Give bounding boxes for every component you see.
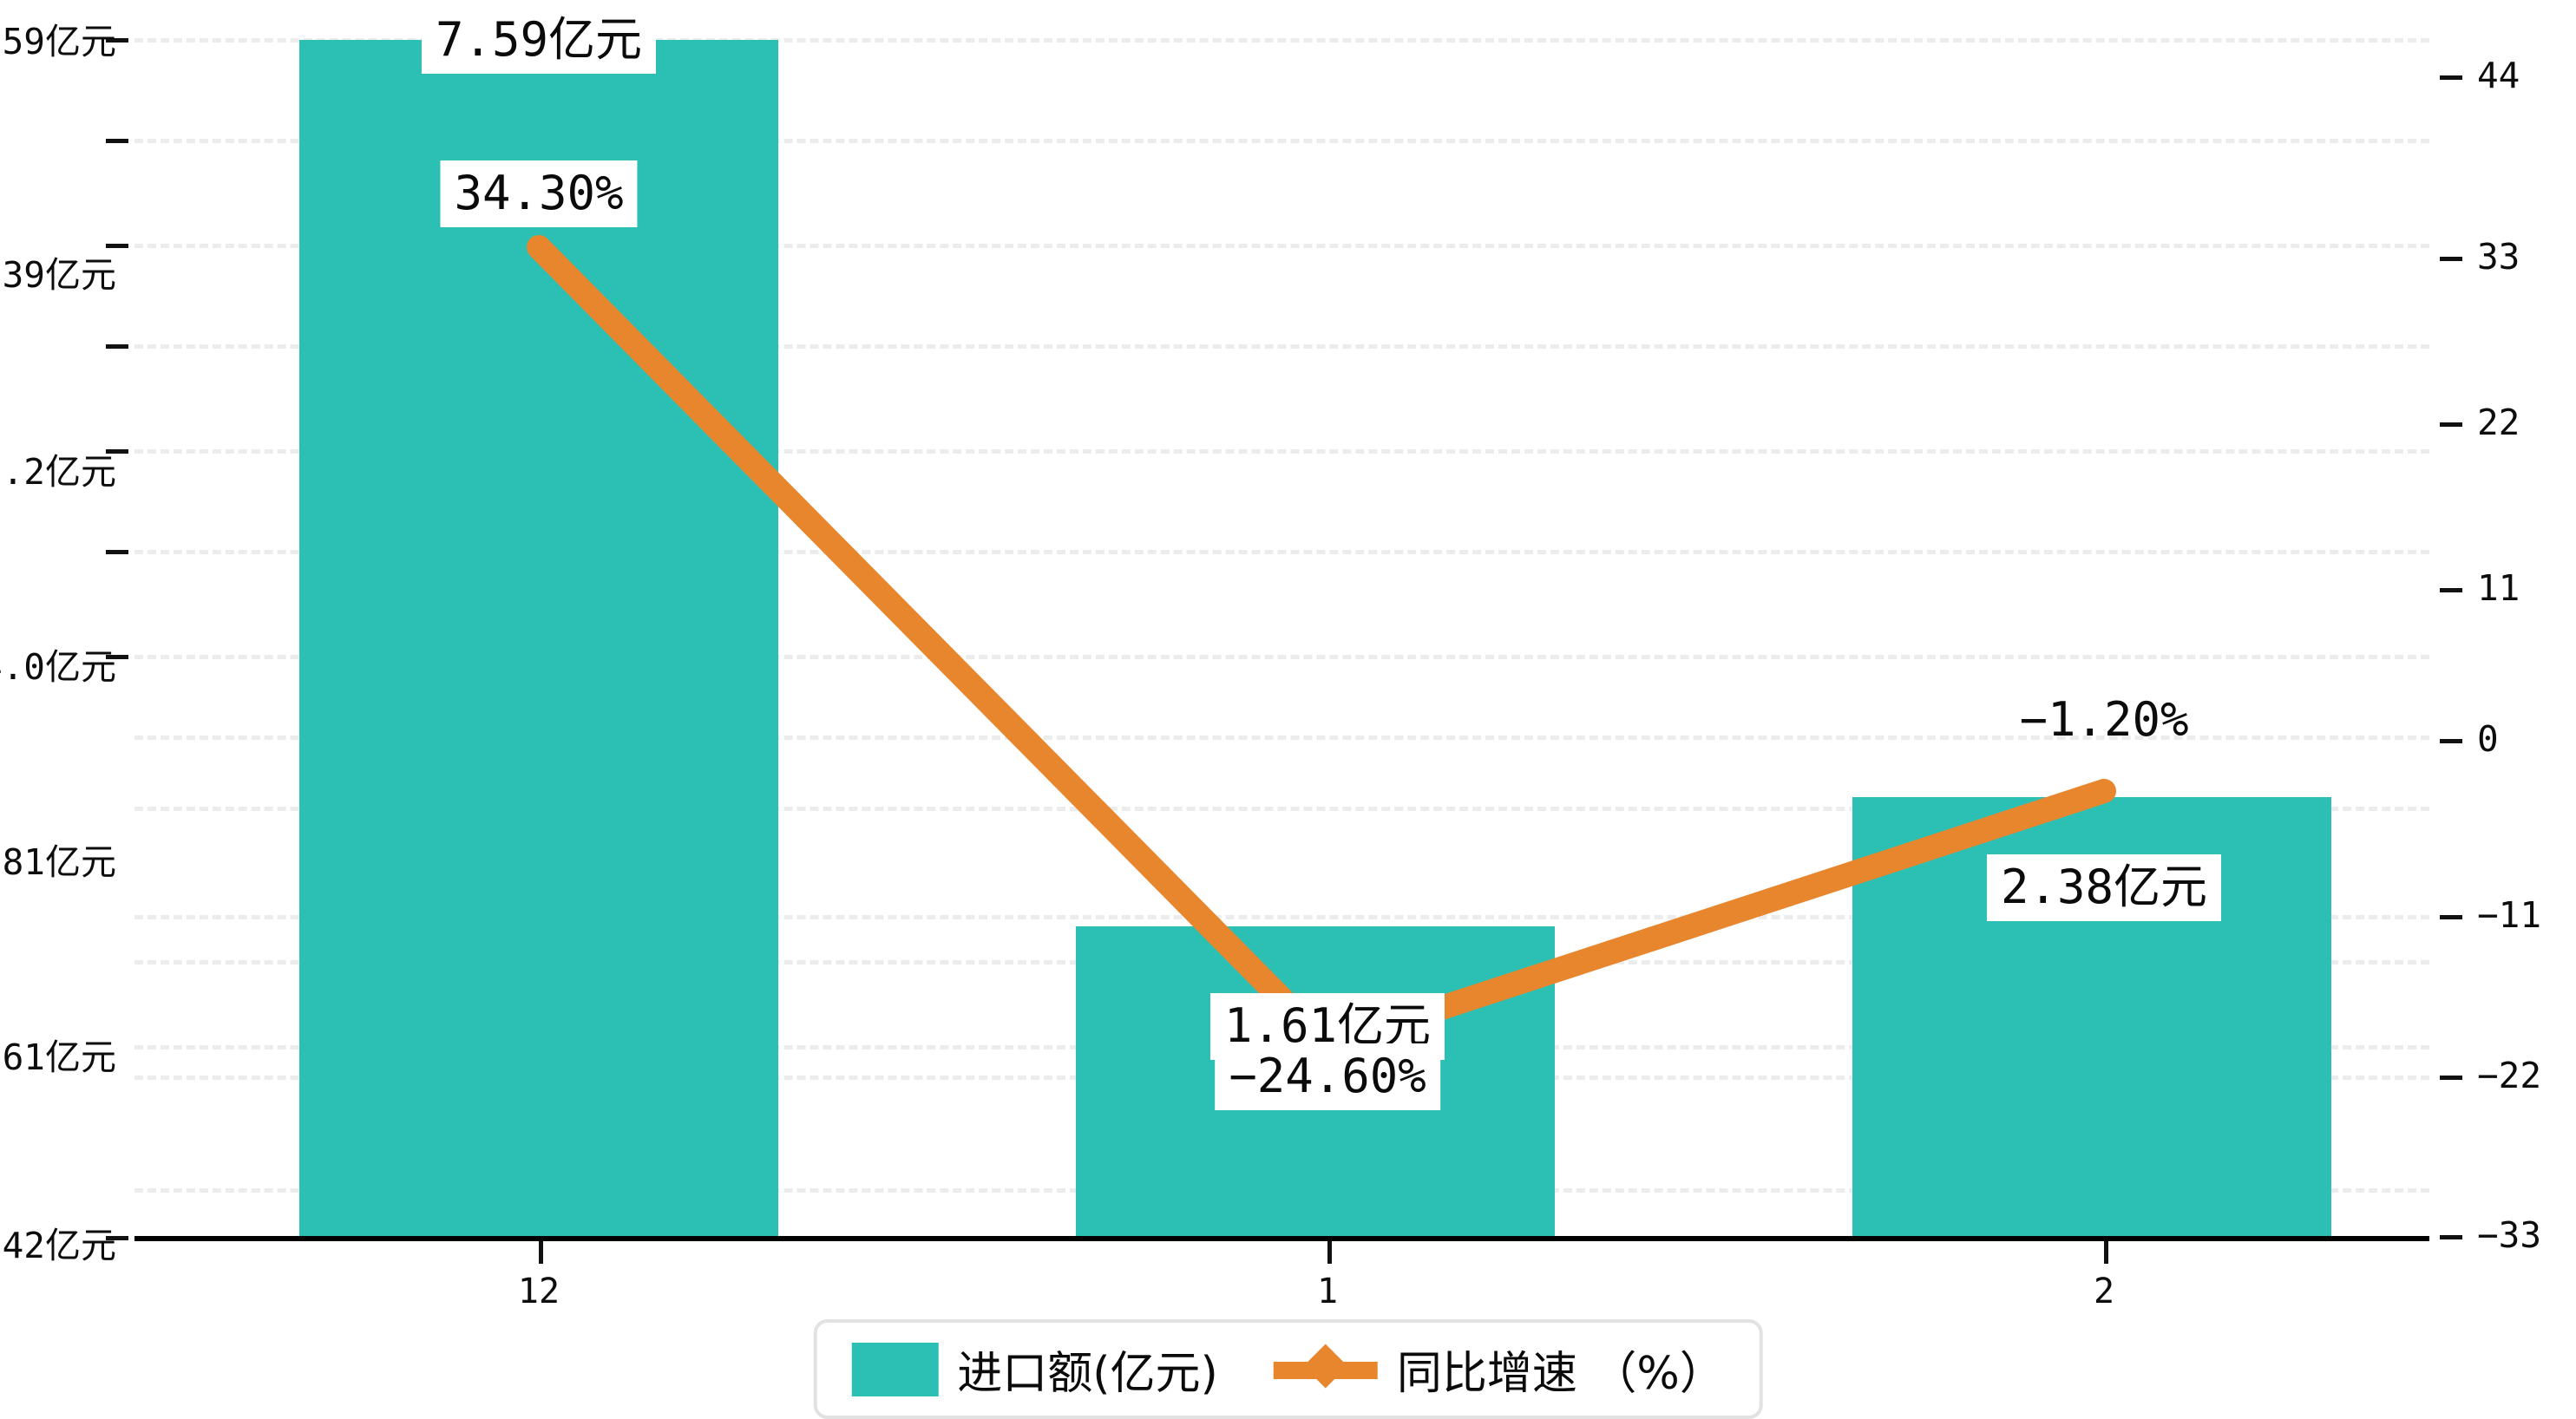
y-tick-left [106, 449, 128, 454]
y-axis-left-label: 6.39亿元 [0, 254, 116, 296]
legend-label-growth-rate: 同比增速 （%） [1396, 1348, 1725, 1400]
y-tick-left [106, 1236, 128, 1240]
y-tick-left [106, 38, 128, 43]
y-axis-right-label: 33 [2477, 236, 2520, 278]
y-axis-left-label: 1.61亿元 [0, 1036, 116, 1078]
legend-bar-swatch-icon [851, 1342, 939, 1396]
y-tick-right [2440, 422, 2462, 427]
y-tick-left [106, 655, 128, 659]
bar-value-label-2: 2.38亿元 [1986, 854, 2222, 921]
legend-line-swatch-icon [1273, 1343, 1378, 1396]
y-axis-right-label: −22 [2477, 1055, 2542, 1096]
y-tick-left [106, 139, 128, 143]
y-tick-right [2440, 915, 2462, 919]
legend-diamond-marker-icon [1303, 1344, 1348, 1388]
x-tick [1327, 1241, 1332, 1264]
legend: 进口额(亿元) 同比增速 （%） [813, 1319, 1763, 1419]
y-axis-left-label: 5.2亿元 [0, 451, 116, 493]
x-axis-label-12: 12 [517, 1272, 560, 1311]
y-axis-right-label: 22 [2477, 402, 2520, 443]
y-tick-right [2440, 739, 2462, 743]
y-axis-right-label: 0 [2477, 718, 2499, 760]
y-tick-right [2440, 257, 2462, 261]
growth-value-label-1: −24.60% [1215, 1043, 1440, 1110]
legend-label-import-value: 进口额(亿元) [957, 1348, 1218, 1400]
gridline-major [134, 139, 2429, 143]
x-axis-label-1: 1 [1316, 1272, 1339, 1311]
x-tick [2104, 1241, 2108, 1264]
growth-value-label-12: 34.30% [440, 160, 638, 227]
y-tick-right [2440, 1076, 2462, 1080]
legend-item-import-value[interactable]: 进口额(亿元) [851, 1337, 1218, 1402]
y-axis-right-label: 11 [2477, 567, 2520, 609]
y-axis-right-label: −11 [2477, 894, 2542, 936]
x-tick [539, 1241, 543, 1264]
y-axis-left-label: 0.42亿元 [0, 1225, 116, 1266]
y-axis-left-label: 2.81亿元 [0, 841, 116, 883]
y-tick-right [2440, 1235, 2462, 1239]
y-tick-right [2440, 75, 2462, 80]
y-axis-left-label: 7.59亿元 [0, 21, 116, 62]
growth-value-label-2: −1.20% [2019, 692, 2189, 747]
y-axis-right-label: −33 [2477, 1214, 2542, 1256]
y-axis-right-label: 44 [2477, 55, 2520, 96]
y-tick-left [106, 550, 128, 554]
x-axis-line [134, 1236, 2429, 1241]
y-axis-left-label: 4.0亿元 [0, 646, 116, 688]
bar-value-label-12: 7.59亿元 [421, 7, 657, 74]
y-tick-right [2440, 588, 2462, 592]
y-tick-left [106, 344, 128, 349]
legend-item-growth-rate[interactable]: 同比增速 （%） [1273, 1337, 1725, 1402]
y-tick-left [106, 244, 128, 248]
x-axis-label-2: 2 [2093, 1272, 2115, 1311]
gridline-major [134, 38, 2429, 43]
